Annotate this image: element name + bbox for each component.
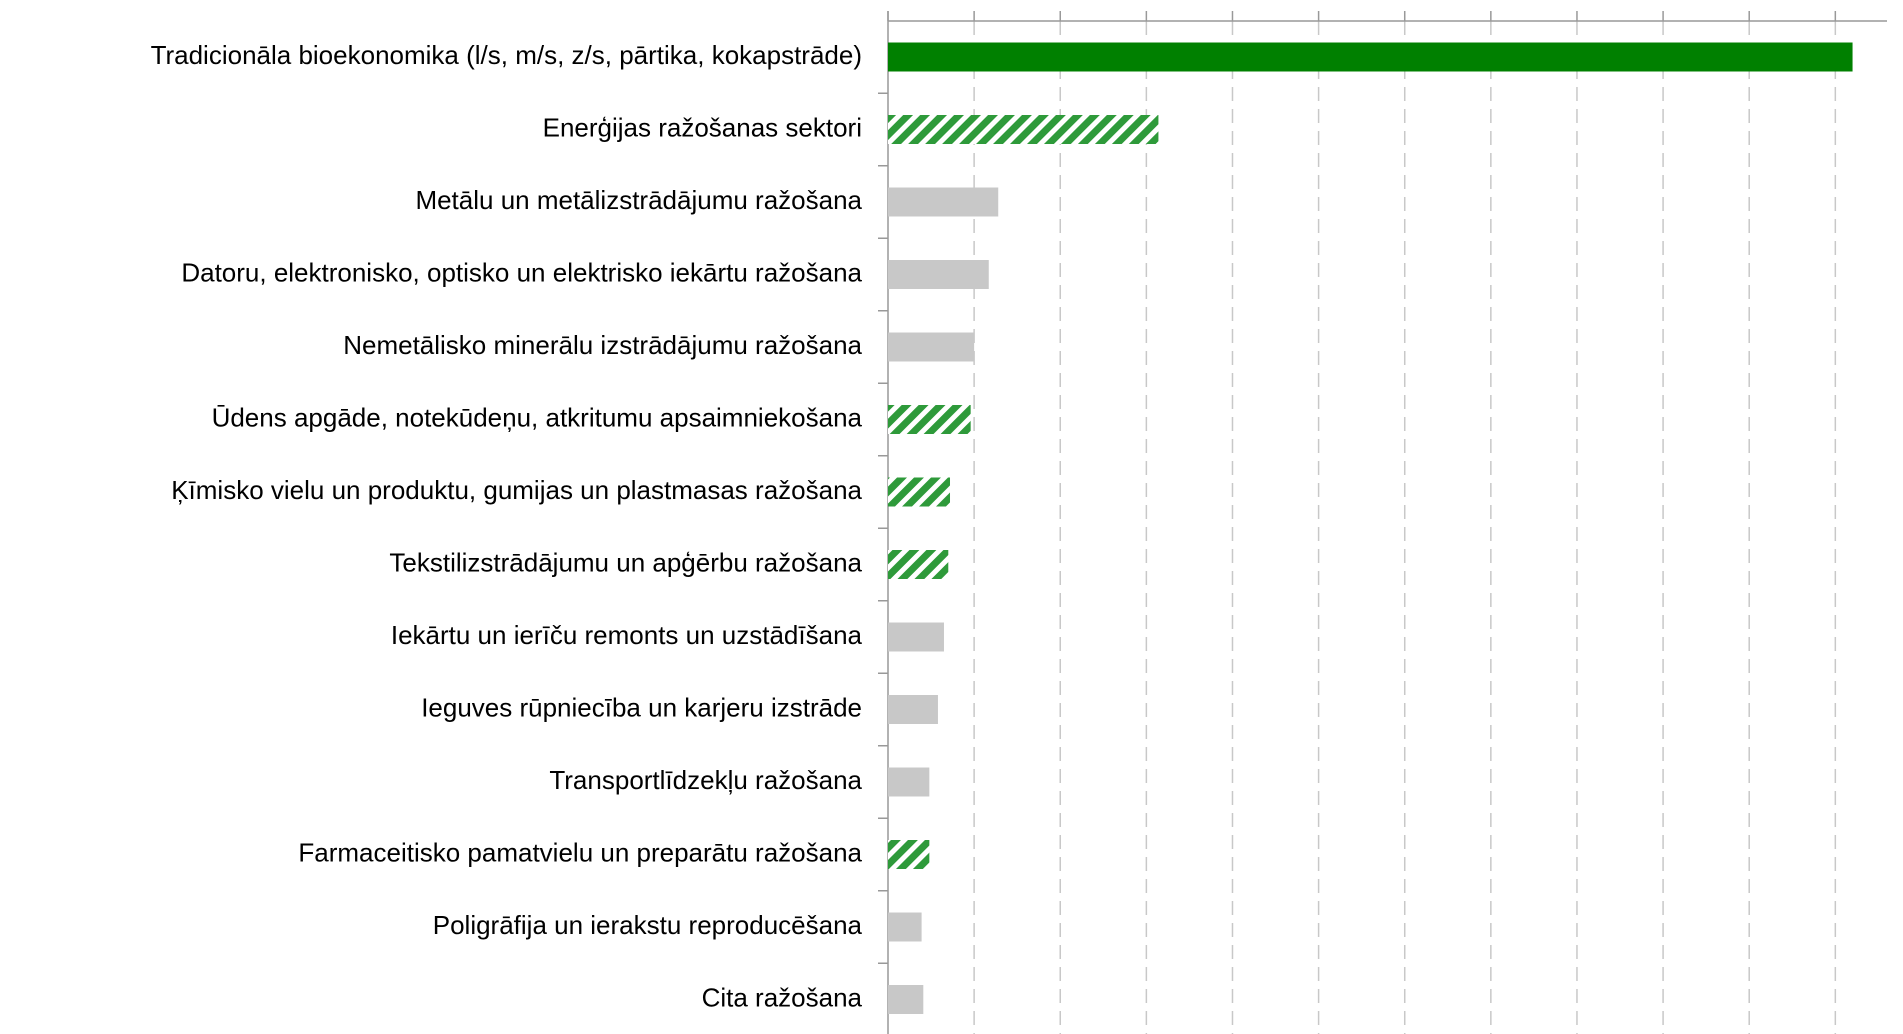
- y-tick-label: Nemetālisko minerālu izstrādājumu ražoša…: [343, 330, 862, 360]
- y-tick-label: Farmaceitisko pamatvielu un preparātu ra…: [298, 837, 862, 867]
- bar: [888, 840, 930, 869]
- bar: [888, 187, 999, 217]
- bar: [888, 550, 949, 579]
- y-tick-label: Ķīmisko vielu un produktu, gumijas un pl…: [171, 475, 862, 505]
- y-tick-label: Datoru, elektronisko, optisko un elektri…: [181, 257, 862, 287]
- bar: [888, 695, 938, 724]
- bar: [888, 115, 1159, 144]
- y-tick-label: Cita ražošana: [702, 982, 863, 1012]
- bar: [888, 332, 975, 362]
- y-tick-label: Tradicionāla bioekonomika (l/s, m/s, z/s…: [151, 40, 862, 70]
- y-tick-label: Tekstilizstrādājumu un apģērbu ražošana: [389, 547, 862, 577]
- bar: [888, 622, 944, 652]
- y-tick-label: Ūdens apgāde, notekūdeņu, atkritumu apsa…: [212, 402, 863, 432]
- bar: [888, 985, 924, 1014]
- y-tick-label: Poligrāfija un ierakstu reproducēšana: [433, 910, 863, 940]
- bar: [888, 405, 971, 434]
- bar: [888, 912, 922, 942]
- bar: [888, 42, 1853, 72]
- y-tick-label: Enerģijas ražošanas sektori: [543, 112, 862, 142]
- bar: [888, 260, 989, 289]
- y-tick-label: Metālu un metālizstrādājumu ražošana: [415, 185, 862, 215]
- bar: [888, 477, 951, 507]
- bar: [888, 767, 930, 797]
- y-tick-label: Ieguves rūpniecība un karjeru izstrāde: [421, 692, 862, 722]
- y-tick-label: Transportlīdzekļu ražošana: [549, 765, 862, 795]
- y-tick-label: Iekārtu un ierīču remonts un uzstādīšana: [391, 620, 863, 650]
